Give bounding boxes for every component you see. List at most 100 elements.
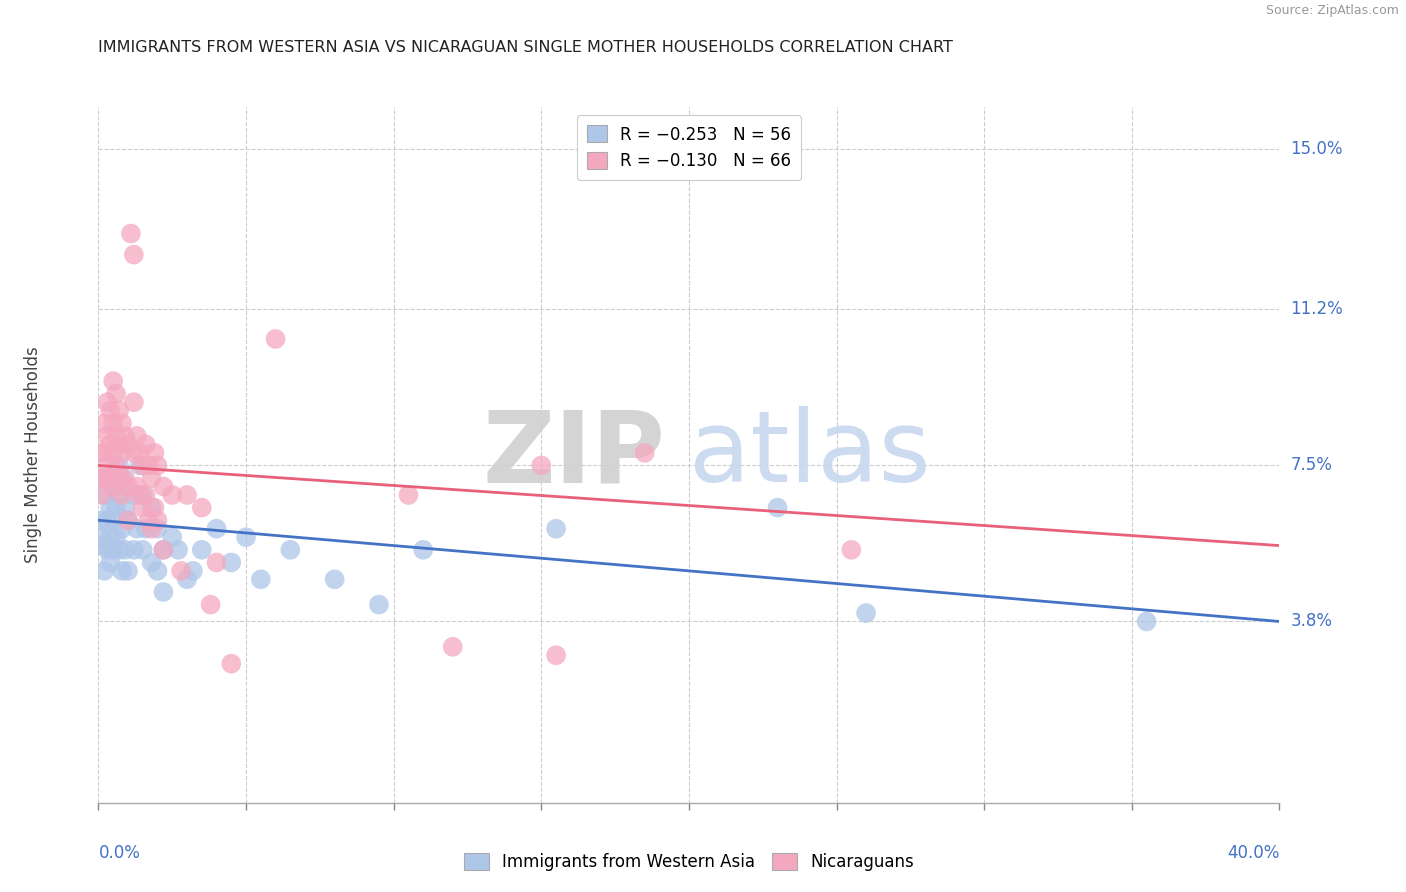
Point [1135,615,1157,629]
Point [93,564,115,578]
Point [98,500,121,515]
Point [93,539,115,553]
Point [138,513,160,527]
Point [766,500,789,515]
Point [191,500,214,515]
Point [128,446,150,460]
Text: Source: ZipAtlas.com: Source: ZipAtlas.com [1265,4,1399,18]
Text: Single Mother Households: Single Mother Households [24,347,42,563]
Point [128,488,150,502]
Point [146,458,169,473]
Point [544,522,567,536]
Point [96,429,118,443]
Text: 3.8%: 3.8% [1291,613,1333,631]
Legend: Immigrants from Western Asia, Nicaraguans: Immigrants from Western Asia, Nicaraguan… [457,847,921,878]
Point [132,458,155,473]
Point [264,332,287,346]
Point [152,479,174,493]
Point [111,417,134,431]
Point [143,500,166,515]
Point [181,564,204,578]
Text: atlas: atlas [689,407,931,503]
Point [98,437,121,451]
Point [125,522,148,536]
Point [138,458,160,473]
Point [117,513,139,527]
Point [141,471,163,485]
Point [103,374,125,388]
Point [839,542,862,557]
Point [93,471,115,485]
Point [90,488,112,502]
Point [176,572,198,586]
Point [108,403,131,417]
Text: ZIP: ZIP [482,407,665,503]
Point [122,446,145,460]
Point [111,471,134,485]
Point [141,522,163,536]
Point [135,488,157,502]
Point [90,446,112,460]
Point [162,488,183,502]
Point [368,598,391,612]
Point [132,542,155,557]
Point [108,458,131,473]
Point [90,513,112,527]
Point [117,479,139,493]
Point [205,522,228,536]
Point [152,585,174,599]
Point [105,386,128,401]
Point [141,500,163,515]
Point [111,446,134,460]
Point [98,530,121,544]
Point [167,542,190,557]
Point [855,606,877,620]
Point [146,564,169,578]
Point [441,640,464,654]
Point [396,488,419,502]
Point [122,395,145,409]
Text: 40.0%: 40.0% [1227,845,1279,863]
Point [412,542,434,557]
Point [132,500,155,515]
Point [105,500,128,515]
Point [105,458,128,473]
Point [98,403,121,417]
Text: 7.5%: 7.5% [1291,457,1333,475]
Point [135,437,157,451]
Point [90,471,112,485]
Text: IMMIGRANTS FROM WESTERN ASIA VS NICARAGUAN SINGLE MOTHER HOUSEHOLDS CORRELATION : IMMIGRANTS FROM WESTERN ASIA VS NICARAGU… [98,40,953,55]
Point [93,446,115,460]
Point [103,479,125,493]
Point [633,446,655,460]
Point [117,564,139,578]
Point [170,564,193,578]
Point [117,513,139,527]
Text: 11.2%: 11.2% [1291,301,1343,318]
Point [90,530,112,544]
Point [125,429,148,443]
Point [141,556,163,570]
Point [122,247,145,261]
Point [191,542,214,557]
Point [108,542,131,557]
Point [143,446,166,460]
Point [219,556,242,570]
Point [114,429,136,443]
Point [278,542,302,557]
Point [120,227,142,241]
Point [162,530,183,544]
Point [176,488,198,502]
Point [122,488,145,502]
Point [323,572,346,586]
Point [96,471,118,485]
Point [111,522,134,536]
Point [103,479,125,493]
Point [132,488,155,502]
Point [544,648,567,663]
Text: 15.0%: 15.0% [1291,140,1343,158]
Point [93,488,115,502]
Point [108,488,131,502]
Point [103,417,125,431]
Point [205,556,228,570]
